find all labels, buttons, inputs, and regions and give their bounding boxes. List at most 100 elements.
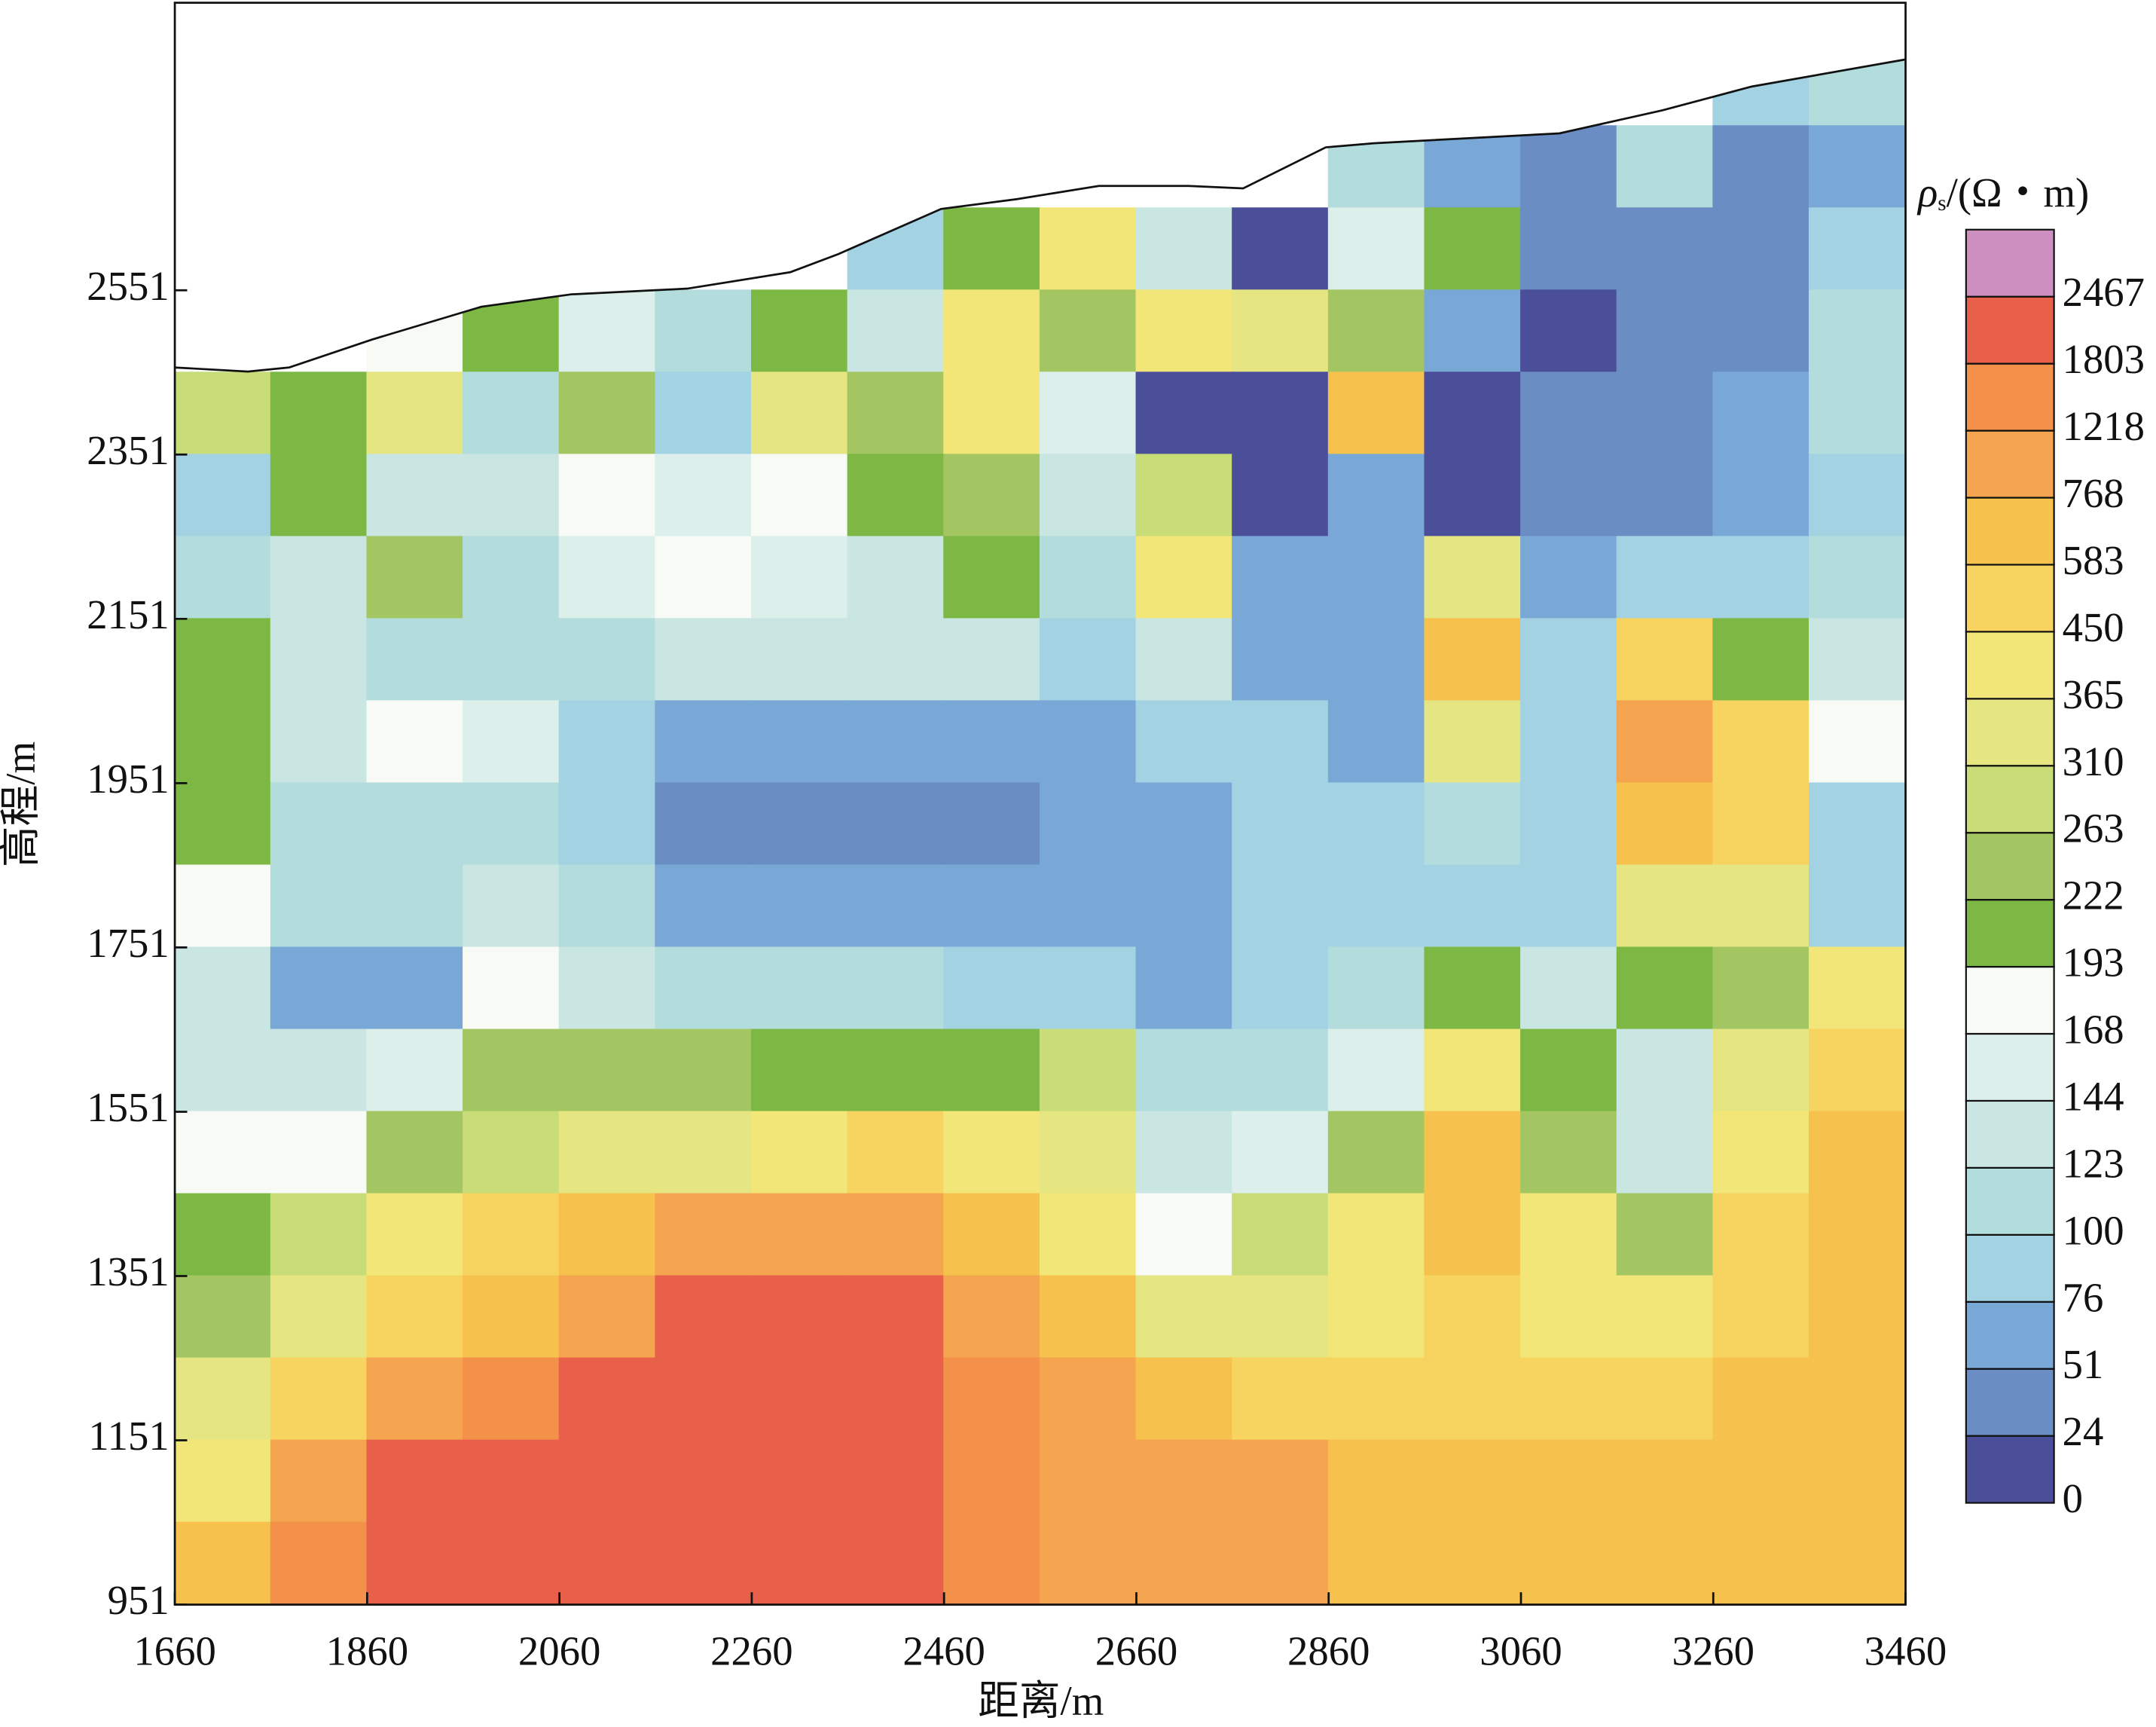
contour-cell — [1039, 700, 1138, 784]
contour-cell — [1424, 1193, 1522, 1277]
contour-cell — [270, 1521, 368, 1605]
contour-cell — [1520, 1357, 1618, 1441]
contour-cell — [1327, 1439, 1426, 1524]
contour-cell — [1520, 289, 1618, 374]
contour-cell — [366, 1439, 464, 1524]
contour-cell — [1616, 207, 1715, 292]
contour-cell — [1712, 454, 1810, 538]
contour-cell — [1809, 700, 1906, 784]
contour-cell — [1232, 946, 1330, 1031]
contour-cell — [1520, 454, 1618, 538]
contour-cell — [1232, 1275, 1330, 1359]
y-tick-label: 2551 — [87, 263, 169, 309]
contour-cell — [1616, 1193, 1715, 1277]
contour-cell — [1135, 1439, 1234, 1524]
contour-cell — [1327, 454, 1426, 538]
contour-cell — [558, 1521, 657, 1605]
contour-cell — [1520, 618, 1618, 702]
contour-cell — [1327, 618, 1426, 702]
contour-cell — [1520, 371, 1618, 456]
contour-cell — [270, 946, 368, 1031]
contour-cell — [1616, 864, 1715, 949]
colorbar-box — [1965, 295, 2055, 365]
contour-cell — [175, 1029, 272, 1113]
contour-cell — [1135, 700, 1234, 784]
contour-cell — [943, 1439, 1041, 1524]
contour-cell — [1616, 536, 1715, 620]
contour-cell — [1520, 1193, 1618, 1277]
contour-cell — [655, 371, 753, 456]
contour-cell — [558, 289, 657, 374]
contour-cell — [175, 618, 272, 702]
contour-cell — [270, 1439, 368, 1524]
contour-cell — [1712, 1029, 1810, 1113]
contour-cell — [655, 1357, 753, 1441]
contour-cell — [366, 1111, 464, 1195]
contour-cell — [1039, 618, 1138, 702]
colorbar-box — [1965, 631, 2055, 700]
contour-cell — [1039, 782, 1138, 867]
contour-cell — [943, 618, 1041, 702]
x-tick-label: 2660 — [1095, 1628, 1177, 1674]
contour-cell — [750, 371, 849, 456]
contour-cell — [558, 946, 657, 1031]
contour-cell — [175, 782, 272, 867]
contour-cell — [750, 1439, 849, 1524]
contour-cell — [1809, 1029, 1906, 1113]
contour-cell — [270, 1357, 368, 1441]
y-tick-label: 1751 — [87, 920, 169, 966]
contour-cell — [1712, 536, 1810, 620]
contour-cell — [366, 1357, 464, 1441]
contour-cell — [655, 1193, 753, 1277]
contour-cell — [1616, 782, 1715, 867]
contour-cell — [1520, 1439, 1618, 1524]
contour-cell — [1424, 1111, 1522, 1195]
contour-cell — [1327, 536, 1426, 620]
contour-cell — [847, 371, 945, 456]
contour-cell — [1520, 1521, 1618, 1605]
contour-cell — [655, 1521, 753, 1605]
contour-cell — [1327, 1029, 1426, 1113]
colorbar-label: 123 — [2063, 1140, 2124, 1186]
colorbar-label: 222 — [2063, 873, 2124, 919]
contour-cell — [366, 946, 464, 1031]
contour-cell — [463, 1111, 560, 1195]
contour-cell — [1327, 207, 1426, 292]
colorbar-label: 193 — [2063, 940, 2124, 986]
colorbar-label: 1803 — [2063, 336, 2145, 382]
contour-cell — [943, 700, 1041, 784]
contour-cell — [750, 289, 849, 374]
contour-cell — [750, 536, 849, 620]
contour-cell — [558, 1029, 657, 1113]
contour-cell — [750, 864, 849, 949]
contour-cell — [463, 454, 560, 538]
contour-cell — [366, 1193, 464, 1277]
contour-cell — [1039, 1193, 1138, 1277]
contour-cell — [1809, 207, 1906, 292]
contour-cell — [1616, 700, 1715, 784]
contour-cell — [558, 1111, 657, 1195]
contour-cell — [1039, 371, 1138, 456]
contour-cell — [1135, 782, 1234, 867]
contour-cell — [1616, 1111, 1715, 1195]
contour-cell — [366, 289, 464, 374]
contour-cell — [1327, 1275, 1426, 1359]
contour-cell — [1039, 1029, 1138, 1113]
contour-cell — [1809, 536, 1906, 620]
contour-cell — [847, 946, 945, 1031]
contour-cell — [558, 864, 657, 949]
contour-cell — [1135, 371, 1234, 456]
contour-cell — [558, 782, 657, 867]
contour-cell — [1712, 782, 1810, 867]
contour-cell — [1327, 1357, 1426, 1441]
contour-cell — [1232, 289, 1330, 374]
contour-cell — [1616, 1275, 1715, 1359]
contour-cell — [750, 1521, 849, 1605]
contour-cell — [175, 1193, 272, 1277]
contour-cell — [463, 618, 560, 702]
contour-cell — [1809, 618, 1906, 702]
x-tick-label: 2460 — [902, 1628, 985, 1674]
contour-cell — [1424, 1275, 1522, 1359]
contour-cell — [1520, 536, 1618, 620]
colorbar-box — [1965, 1233, 2055, 1303]
